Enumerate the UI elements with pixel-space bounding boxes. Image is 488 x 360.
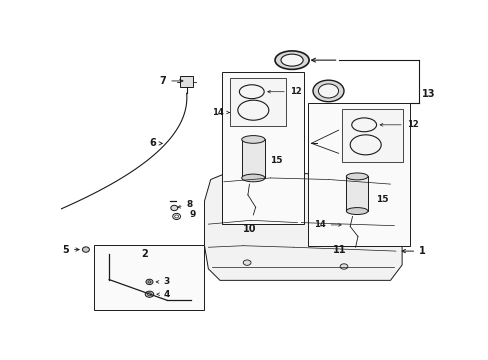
Ellipse shape: [338, 200, 372, 217]
Bar: [180, 76, 192, 87]
Ellipse shape: [82, 247, 89, 252]
Ellipse shape: [241, 174, 264, 182]
Ellipse shape: [343, 203, 367, 215]
Ellipse shape: [346, 173, 367, 180]
Ellipse shape: [312, 80, 343, 102]
Bar: [307, 103, 409, 246]
Bar: [230, 78, 285, 126]
Ellipse shape: [148, 281, 151, 283]
Text: 3: 3: [156, 278, 169, 287]
Text: 15: 15: [375, 195, 387, 204]
Ellipse shape: [348, 205, 362, 212]
Bar: [342, 109, 402, 162]
Ellipse shape: [346, 208, 367, 215]
Text: 13: 13: [421, 89, 434, 99]
Text: 11: 11: [333, 246, 346, 255]
Ellipse shape: [170, 205, 178, 211]
Text: 15: 15: [270, 156, 282, 165]
Ellipse shape: [318, 84, 338, 98]
Text: 6: 6: [149, 138, 162, 148]
Text: 7: 7: [159, 76, 183, 86]
Ellipse shape: [241, 136, 264, 143]
Ellipse shape: [145, 291, 153, 297]
Ellipse shape: [241, 189, 275, 206]
Text: 12: 12: [379, 120, 418, 129]
Text: 4: 4: [157, 290, 169, 299]
Text: 14: 14: [212, 108, 229, 117]
Bar: [241, 139, 264, 178]
Bar: [346, 176, 367, 211]
Ellipse shape: [340, 264, 347, 269]
Ellipse shape: [281, 54, 303, 66]
Ellipse shape: [251, 194, 265, 201]
Ellipse shape: [243, 260, 250, 265]
PathPatch shape: [204, 172, 401, 280]
Text: 5: 5: [62, 244, 79, 255]
Bar: [94, 245, 203, 310]
Text: 9: 9: [189, 210, 195, 219]
Text: 14: 14: [313, 220, 341, 229]
Text: 12: 12: [267, 87, 301, 96]
Text: 10: 10: [242, 224, 256, 234]
Text: 8: 8: [178, 201, 193, 210]
Ellipse shape: [147, 293, 151, 296]
Ellipse shape: [146, 279, 153, 285]
Text: 2: 2: [142, 249, 148, 259]
Text: 1: 1: [401, 246, 425, 256]
Ellipse shape: [246, 191, 270, 203]
Bar: [222, 72, 303, 224]
Ellipse shape: [274, 51, 308, 69]
